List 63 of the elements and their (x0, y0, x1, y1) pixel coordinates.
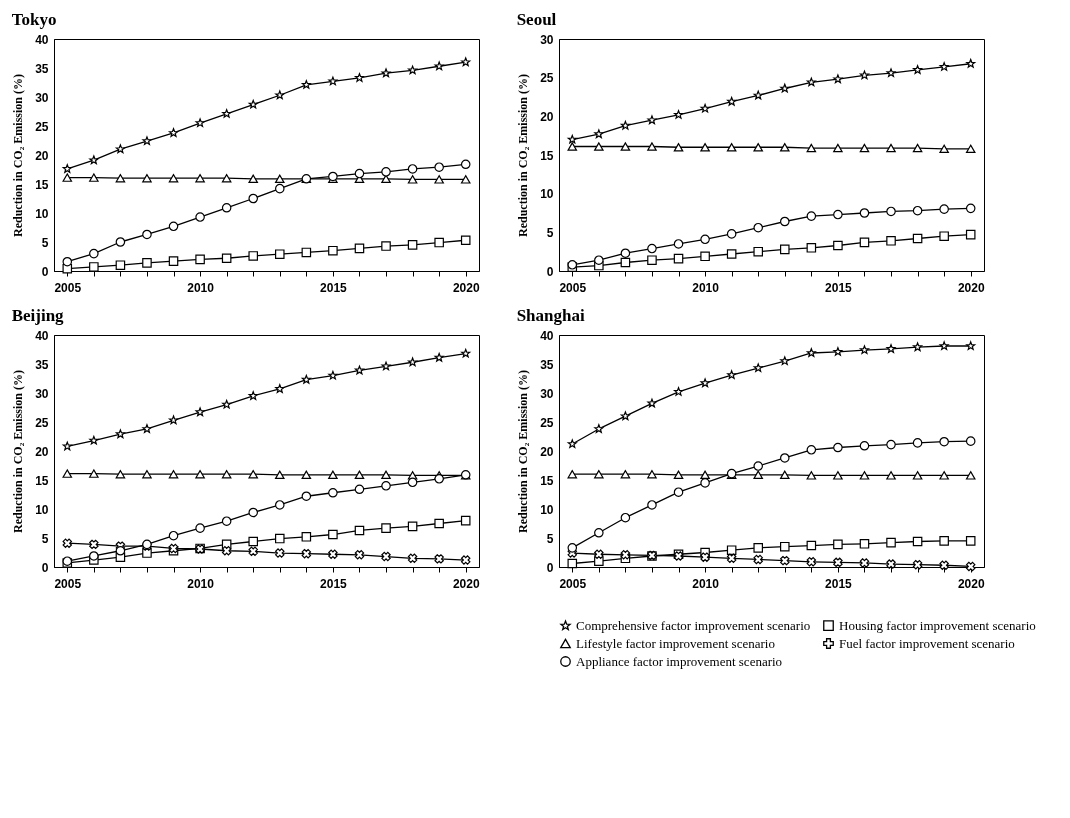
y-tick-label: 40 (35, 328, 49, 343)
y-tick-label: 15 (540, 473, 554, 488)
y-tick-label: 10 (540, 187, 554, 202)
y-tick-label: 5 (41, 531, 49, 546)
legend-label: Comprehensive factor improvement scenario (576, 617, 811, 633)
y-tick-label: 25 (540, 415, 554, 430)
y-tick-label: 15 (35, 473, 49, 488)
y-axis-title: Reduction in CO₂ Emission (%) (516, 74, 531, 237)
y-tick-label: 40 (35, 32, 49, 47)
y-tick-label: 0 (41, 560, 49, 575)
y-tick-label: 25 (35, 119, 49, 134)
y-tick-label: 15 (540, 148, 554, 163)
x-tick-label: 2015 (320, 576, 348, 591)
y-tick-label: 5 (41, 235, 49, 250)
y-tick-label: 30 (540, 386, 554, 401)
y-tick-label: 0 (546, 264, 554, 279)
y-tick-label: 20 (35, 148, 49, 163)
chart-title: Beijing (11, 306, 65, 325)
y-tick-label: 20 (35, 444, 49, 459)
y-tick-label: 10 (35, 502, 49, 517)
y-tick-label: 40 (540, 328, 554, 343)
y-tick-label: 5 (546, 225, 554, 240)
y-tick-label: 35 (35, 61, 49, 76)
x-tick-label: 2005 (559, 576, 587, 591)
y-axis-title: Reduction in CO₂ Emission (%) (11, 74, 26, 237)
x-tick-label: 2010 (187, 280, 215, 295)
x-tick-label: 2010 (692, 576, 720, 591)
x-tick-label: 2020 (957, 280, 985, 295)
y-tick-label: 10 (540, 502, 554, 517)
legend-label: Fuel factor improvement scenario (839, 635, 1015, 651)
y-tick-label: 35 (540, 357, 554, 372)
y-axis-title: Reduction in CO₂ Emission (%) (516, 370, 531, 533)
y-tick-label: 20 (540, 109, 554, 124)
y-tick-label: 10 (35, 206, 49, 221)
legend-label: Appliance factor improvement scenario (576, 653, 783, 669)
y-tick-label: 30 (35, 90, 49, 105)
chart-title: Tokyo (11, 10, 57, 29)
x-tick-label: 2010 (187, 576, 215, 591)
x-tick-label: 2015 (320, 280, 348, 295)
y-axis-title: Reduction in CO₂ Emission (%) (11, 370, 26, 533)
x-tick-label: 2005 (559, 280, 587, 295)
y-tick-label: 30 (35, 386, 49, 401)
x-tick-label: 2015 (825, 576, 853, 591)
x-tick-label: 2020 (452, 576, 480, 591)
y-tick-label: 35 (35, 357, 49, 372)
y-tick-label: 20 (540, 444, 554, 459)
legend-label: Housing factor improvement scenario (839, 617, 1036, 633)
y-tick-label: 15 (35, 177, 49, 192)
y-tick-label: 0 (546, 560, 554, 575)
y-tick-label: 30 (540, 32, 554, 47)
y-tick-label: 25 (35, 415, 49, 430)
y-tick-label: 25 (540, 71, 554, 86)
chart-title: Shanghai (516, 306, 585, 325)
x-tick-label: 2005 (54, 280, 82, 295)
x-tick-label: 2020 (957, 576, 985, 591)
x-tick-label: 2015 (825, 280, 853, 295)
x-tick-label: 2010 (692, 280, 720, 295)
chart-title: Seoul (516, 10, 557, 29)
legend-label: Lifestyle factor improvement scenario (576, 635, 775, 651)
y-tick-label: 5 (546, 531, 554, 546)
x-tick-label: 2005 (54, 576, 82, 591)
y-tick-label: 0 (41, 264, 49, 279)
x-tick-label: 2020 (452, 280, 480, 295)
